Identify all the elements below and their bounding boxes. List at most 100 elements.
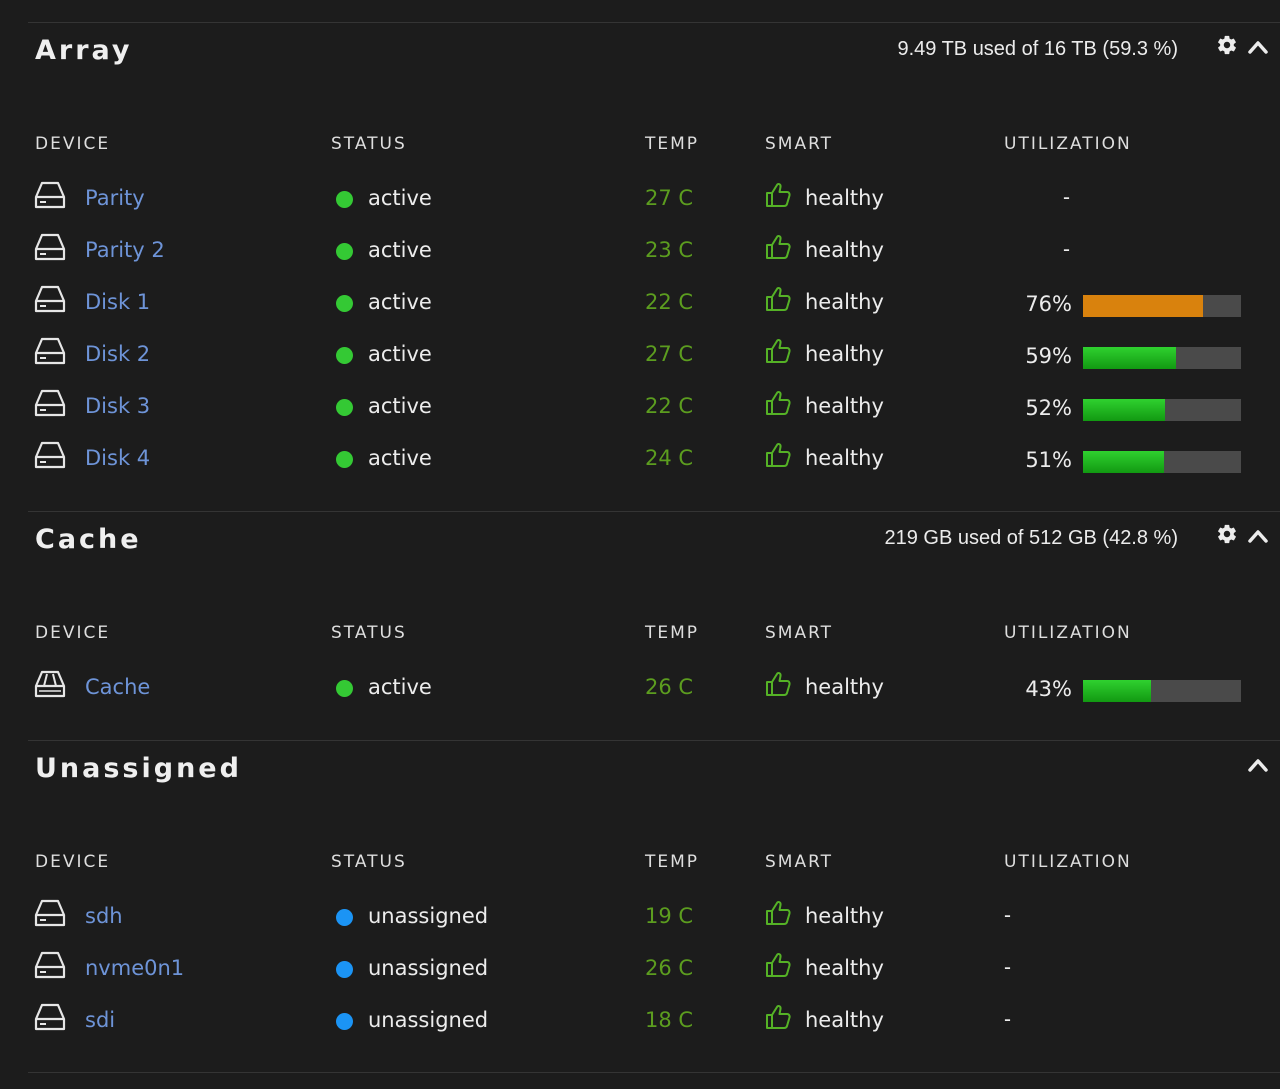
device-link[interactable]: Parity 2 — [85, 238, 165, 262]
device-link[interactable]: Disk 2 — [85, 342, 151, 366]
chevron-up-icon[interactable] — [1247, 528, 1269, 544]
column-header-status: STATUS — [331, 134, 407, 154]
status-text: active — [368, 290, 432, 314]
column-header-device: DEVICE — [35, 852, 111, 872]
smart-status[interactable]: healthy — [805, 1008, 884, 1032]
hdd-icon — [34, 181, 66, 209]
temperature: 27 C — [645, 186, 694, 210]
smart-status[interactable]: healthy — [805, 394, 884, 418]
status-text: active — [368, 342, 432, 366]
utilization-percent: 51% — [1025, 448, 1072, 472]
column-header-smart: SMART — [765, 852, 834, 872]
column-header-smart: SMART — [765, 134, 834, 154]
smart-status[interactable]: healthy — [805, 238, 884, 262]
temperature: 19 C — [645, 904, 694, 928]
column-header-utilization: UTILIZATION — [1004, 623, 1132, 643]
status-dot — [336, 451, 353, 468]
gear-icon[interactable] — [1216, 523, 1238, 545]
smart-status[interactable]: healthy — [805, 342, 884, 366]
thumbs-up-icon — [764, 670, 792, 698]
status-text: active — [368, 675, 432, 699]
thumbs-up-icon — [764, 951, 792, 979]
utilization-bar-fill — [1083, 347, 1177, 369]
utilization-bar-fill — [1083, 399, 1166, 421]
smart-status[interactable]: healthy — [805, 675, 884, 699]
device-link[interactable]: nvme0n1 — [85, 956, 185, 980]
utilization-bar — [1083, 399, 1241, 421]
smart-status[interactable]: healthy — [805, 186, 884, 210]
temperature: 22 C — [645, 394, 694, 418]
device-row: sdi unassigned 18 C healthy - — [0, 1003, 1280, 1043]
hdd-icon — [34, 389, 66, 417]
status-dot — [336, 680, 353, 697]
device-link[interactable]: Disk 3 — [85, 394, 151, 418]
utilization-value: - — [1004, 1008, 1011, 1031]
smart-status[interactable]: healthy — [805, 904, 884, 928]
status-text: unassigned — [368, 956, 489, 980]
device-link[interactable]: sdh — [85, 904, 123, 928]
device-link[interactable]: Cache — [85, 675, 151, 699]
device-row: Cache active 26 C healthy 43% — [0, 670, 1280, 710]
device-link[interactable]: Parity — [85, 186, 145, 210]
utilization-bar-fill — [1083, 451, 1164, 473]
utilization-bar — [1083, 347, 1241, 369]
gear-icon[interactable] — [1216, 34, 1238, 56]
status-text: unassigned — [368, 1008, 489, 1032]
device-link[interactable]: Disk 1 — [85, 290, 151, 314]
hdd-icon — [34, 285, 66, 313]
utilization-percent: 43% — [1025, 677, 1072, 701]
smart-status[interactable]: healthy — [805, 446, 884, 470]
thumbs-up-icon — [764, 337, 792, 365]
thumbs-up-icon — [764, 389, 792, 417]
device-row: Parity 2 active 23 C healthy - — [0, 233, 1280, 273]
status-dot — [336, 909, 353, 926]
thumbs-up-icon — [764, 233, 792, 261]
status-dot — [336, 399, 353, 416]
status-text: active — [368, 238, 432, 262]
column-header-device: DEVICE — [35, 623, 111, 643]
temperature: 27 C — [645, 342, 694, 366]
thumbs-up-icon — [764, 441, 792, 469]
device-link[interactable]: Disk 4 — [85, 446, 151, 470]
unassigned-title: Unassigned — [35, 753, 242, 784]
smart-status[interactable]: healthy — [805, 290, 884, 314]
device-link[interactable]: sdi — [85, 1008, 116, 1032]
column-header-utilization: UTILIZATION — [1004, 852, 1132, 872]
device-row: Disk 1 active 22 C healthy 76% — [0, 285, 1280, 325]
hdd-icon — [34, 233, 66, 261]
column-header-utilization: UTILIZATION — [1004, 134, 1132, 154]
column-header-smart: SMART — [765, 623, 834, 643]
utilization-value: - — [1004, 904, 1011, 927]
hdd-icon — [34, 899, 66, 927]
chevron-up-icon[interactable] — [1247, 757, 1269, 773]
thumbs-up-icon — [764, 899, 792, 927]
section-divider — [28, 22, 1280, 23]
utilization-percent: 52% — [1025, 396, 1072, 420]
hdd-icon — [34, 441, 66, 469]
utilization-percent: 76% — [1025, 292, 1072, 316]
column-header-status: STATUS — [331, 623, 407, 643]
status-dot — [336, 191, 353, 208]
temperature: 18 C — [645, 1008, 694, 1032]
chevron-up-icon[interactable] — [1247, 39, 1269, 55]
device-row: Disk 2 active 27 C healthy 59% — [0, 337, 1280, 377]
temperature: 24 C — [645, 446, 694, 470]
utilization-percent: 59% — [1025, 344, 1072, 368]
column-header-temp: TEMP — [645, 623, 700, 643]
temperature: 22 C — [645, 290, 694, 314]
hdd-icon — [34, 951, 66, 979]
smart-status[interactable]: healthy — [805, 956, 884, 980]
device-row: Parity active 27 C healthy - — [0, 181, 1280, 221]
hdd-icon — [34, 1003, 66, 1031]
section-divider — [28, 1072, 1280, 1073]
utilization-bar — [1083, 295, 1241, 317]
array-usage: 9.49 TB used of 16 TB (59.3 %) — [897, 38, 1178, 60]
utilization-value: - — [1063, 238, 1070, 261]
status-text: active — [368, 394, 432, 418]
hdd-icon — [34, 337, 66, 365]
cache-title: Cache — [35, 524, 142, 555]
device-row: Disk 3 active 22 C healthy 52% — [0, 389, 1280, 429]
ssd-icon — [34, 670, 66, 698]
utilization-value: - — [1004, 956, 1011, 979]
